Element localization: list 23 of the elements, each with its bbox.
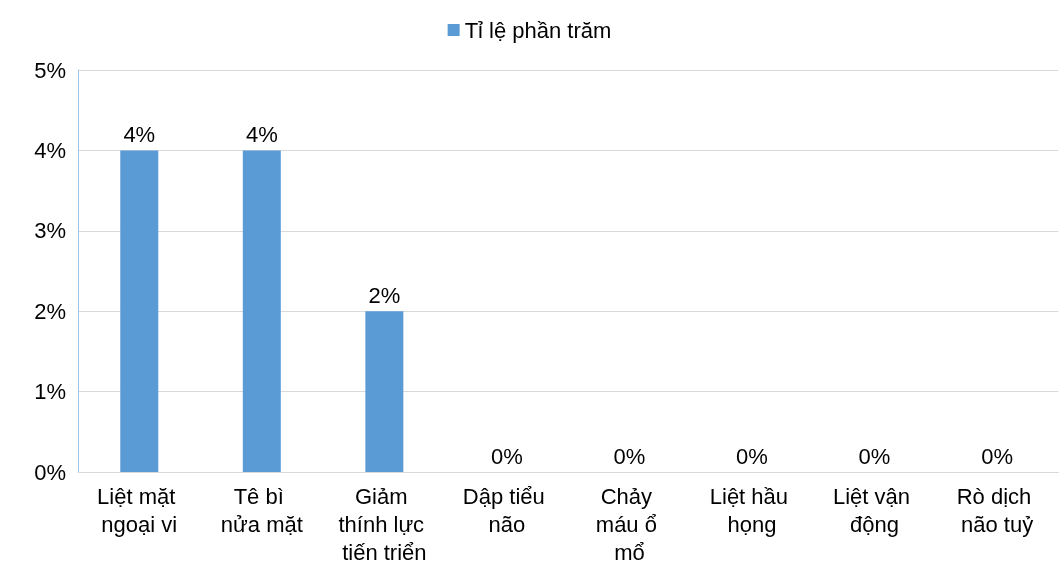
x-tick-label: Liệt hầu họng — [709, 483, 795, 537]
y-tick-label: 0% — [34, 459, 66, 485]
x-tick-label: Dập tiểu não — [462, 483, 551, 537]
data-label: 0% — [736, 443, 768, 469]
data-label: 0% — [858, 443, 891, 469]
data-label: 0% — [981, 443, 1013, 469]
data-label: 4% — [245, 121, 278, 147]
legend-label: Tỉ lệ phần trăm — [464, 17, 612, 43]
data-label: 0% — [613, 443, 646, 469]
data-label: 0% — [490, 443, 523, 469]
y-tick-label: 5% — [34, 57, 66, 83]
x-tick-label: Rò dịch não tuỷ — [956, 483, 1038, 537]
x-tick-label: Tê bì nửa mặt — [220, 483, 303, 537]
x-tick-label: Liệt mặt ngoại vi — [97, 483, 182, 537]
data-label: 2% — [368, 282, 401, 308]
x-tick-label: Chảy máu ổ mổ — [595, 483, 664, 565]
x-tick-label: Giảm thính lực tiến triển — [338, 483, 431, 565]
y-tick-label: 1% — [34, 379, 66, 405]
y-tick-label: 2% — [34, 298, 66, 324]
x-tick-label: Liệt vận động — [832, 483, 917, 537]
y-tick-label: 4% — [34, 137, 66, 163]
data-label: 4% — [123, 121, 156, 147]
y-tick-label: 3% — [34, 218, 66, 244]
